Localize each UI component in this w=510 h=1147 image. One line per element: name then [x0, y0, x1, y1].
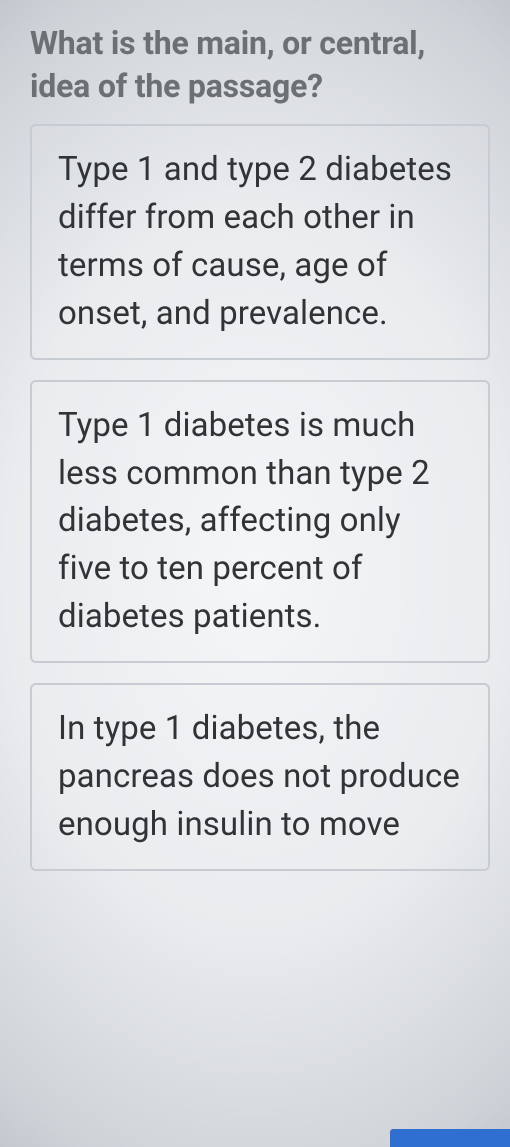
answer-option-text: Type 1 and type 2 diabetes differ from e… — [58, 150, 452, 333]
answer-option-text: Type 1 diabetes is much less common than… — [58, 406, 430, 636]
options-list: Type 1 and type 2 diabetes differ from e… — [30, 124, 490, 870]
answer-option[interactable]: Type 1 and type 2 diabetes differ from e… — [30, 124, 490, 359]
quiz-page: What is the main, or central, idea of th… — [0, 0, 510, 1147]
answer-option[interactable]: In type 1 diabetes, the pancreas does no… — [30, 683, 490, 871]
answer-option-text: In type 1 diabetes, the pancreas does no… — [58, 709, 460, 844]
next-button[interactable] — [390, 1129, 510, 1147]
question-text: What is the main, or central, idea of th… — [30, 22, 490, 124]
answer-option[interactable]: Type 1 diabetes is much less common than… — [30, 380, 490, 663]
